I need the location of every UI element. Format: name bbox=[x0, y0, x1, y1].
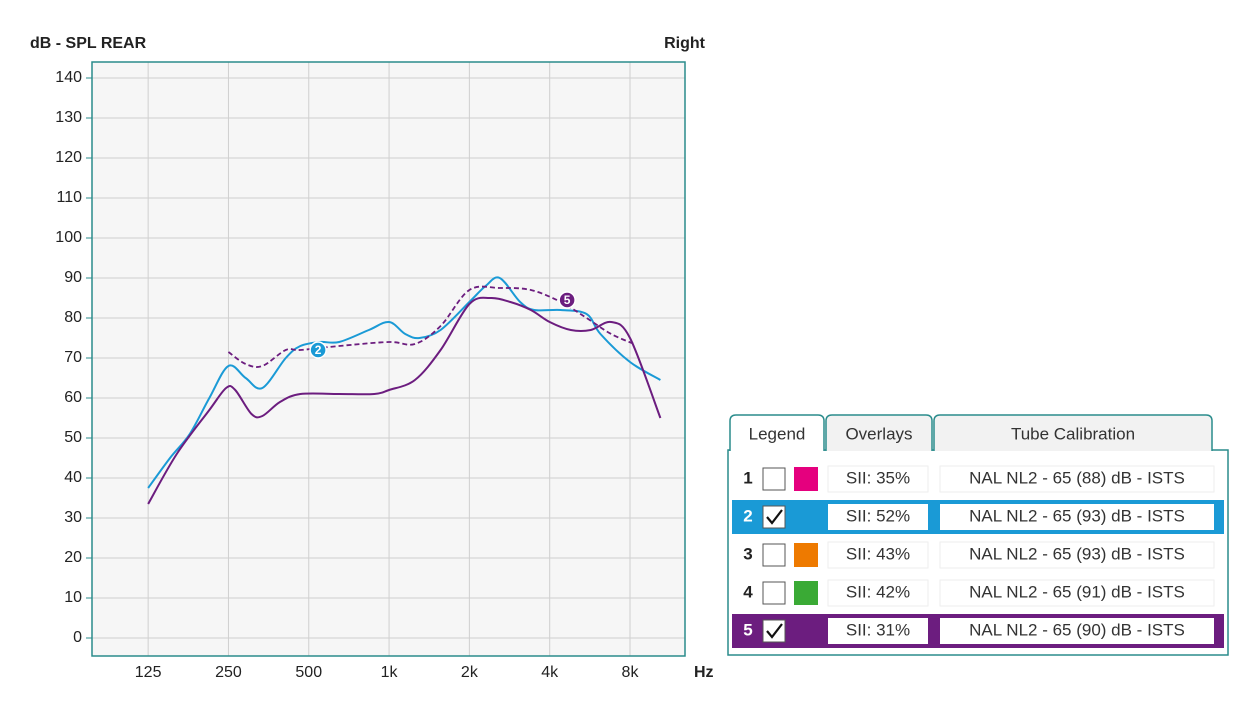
y-tick-label: 120 bbox=[55, 149, 82, 166]
sii-text: SII: 42% bbox=[846, 582, 910, 601]
tab-label[interactable]: Legend bbox=[749, 424, 806, 443]
checkbox[interactable] bbox=[762, 505, 786, 529]
row-number: 1 bbox=[743, 468, 752, 487]
sii-box bbox=[827, 465, 929, 493]
x-tick-label: 250 bbox=[215, 664, 242, 681]
sii-box bbox=[827, 579, 929, 607]
sii-text: SII: 52% bbox=[846, 506, 910, 525]
label-box bbox=[940, 618, 1214, 644]
sii-box bbox=[828, 618, 928, 644]
check-mark bbox=[766, 623, 783, 639]
label-box bbox=[940, 504, 1214, 530]
curve bbox=[227, 285, 635, 368]
tab-label[interactable]: Tube Calibration bbox=[1011, 424, 1135, 443]
row-label: NAL NL2 - 65 (93) dB - ISTS bbox=[969, 506, 1185, 525]
tab-label[interactable]: Overlays bbox=[845, 424, 912, 443]
label-box bbox=[939, 541, 1215, 569]
checkbox[interactable] bbox=[762, 543, 786, 567]
y-tick-label: 0 bbox=[73, 629, 82, 646]
y-tick-label: 80 bbox=[64, 309, 82, 326]
row-number: 2 bbox=[743, 506, 752, 525]
y-tick-label: 70 bbox=[64, 349, 82, 366]
checkbox[interactable] bbox=[762, 619, 786, 643]
x-tick-label: 1k bbox=[381, 664, 399, 681]
curve-marker bbox=[309, 341, 327, 359]
x-tick-label: 500 bbox=[295, 664, 322, 681]
tab[interactable] bbox=[825, 414, 933, 451]
tab[interactable] bbox=[729, 414, 825, 451]
curve-marker-label: 5 bbox=[564, 293, 571, 307]
x-tick-label: 2k bbox=[461, 664, 479, 681]
row-number: 4 bbox=[743, 582, 753, 601]
x-tick-label: 8k bbox=[622, 664, 640, 681]
row-label: NAL NL2 - 65 (88) dB - ISTS bbox=[969, 468, 1185, 487]
y-tick-label: 30 bbox=[64, 509, 82, 526]
curve-marker bbox=[558, 291, 576, 309]
curve bbox=[147, 296, 662, 505]
x-tick-label: 125 bbox=[135, 664, 162, 681]
y-tick-label: 60 bbox=[64, 389, 82, 406]
y-tick-label: 130 bbox=[55, 109, 82, 126]
sii-text: SII: 43% bbox=[846, 544, 910, 563]
checkbox[interactable] bbox=[762, 467, 786, 491]
plot-border bbox=[91, 61, 686, 657]
y-tick-label: 90 bbox=[64, 269, 82, 286]
y-tick-label: 110 bbox=[56, 189, 82, 206]
y-tick-label: 20 bbox=[64, 549, 82, 566]
row-number: 5 bbox=[743, 620, 752, 639]
color-swatch bbox=[794, 581, 818, 605]
check-mark bbox=[766, 509, 783, 525]
tab[interactable] bbox=[933, 414, 1213, 451]
sii-box bbox=[827, 541, 929, 569]
label-box bbox=[939, 465, 1215, 493]
plot-area bbox=[92, 62, 685, 656]
x-tick-label: 4k bbox=[541, 664, 559, 681]
sii-text: SII: 31% bbox=[846, 620, 910, 639]
curve bbox=[147, 276, 661, 489]
row-label: NAL NL2 - 65 (91) dB - ISTS bbox=[969, 582, 1185, 601]
y-tick-label: 50 bbox=[64, 429, 82, 446]
y-tick-label: 10 bbox=[64, 589, 82, 606]
row-label: NAL NL2 - 65 (90) dB - ISTS bbox=[969, 620, 1185, 639]
curve-marker-label: 2 bbox=[315, 343, 322, 357]
row-number: 3 bbox=[743, 544, 752, 563]
row-label: NAL NL2 - 65 (93) dB - ISTS bbox=[969, 544, 1185, 563]
color-swatch bbox=[794, 467, 818, 491]
y-tick-label: 100 bbox=[55, 229, 82, 246]
label-box bbox=[939, 579, 1215, 607]
color-swatch bbox=[794, 543, 818, 567]
y-tick-label: 140 bbox=[55, 69, 82, 86]
chart-title: dB - SPL REAR bbox=[30, 35, 147, 52]
y-tick-label: 40 bbox=[64, 469, 82, 486]
sii-text: SII: 35% bbox=[846, 468, 910, 487]
side-label: Right bbox=[664, 35, 706, 52]
checkbox[interactable] bbox=[762, 581, 786, 605]
x-axis-label: Hz bbox=[694, 664, 714, 681]
sii-box bbox=[828, 504, 928, 530]
